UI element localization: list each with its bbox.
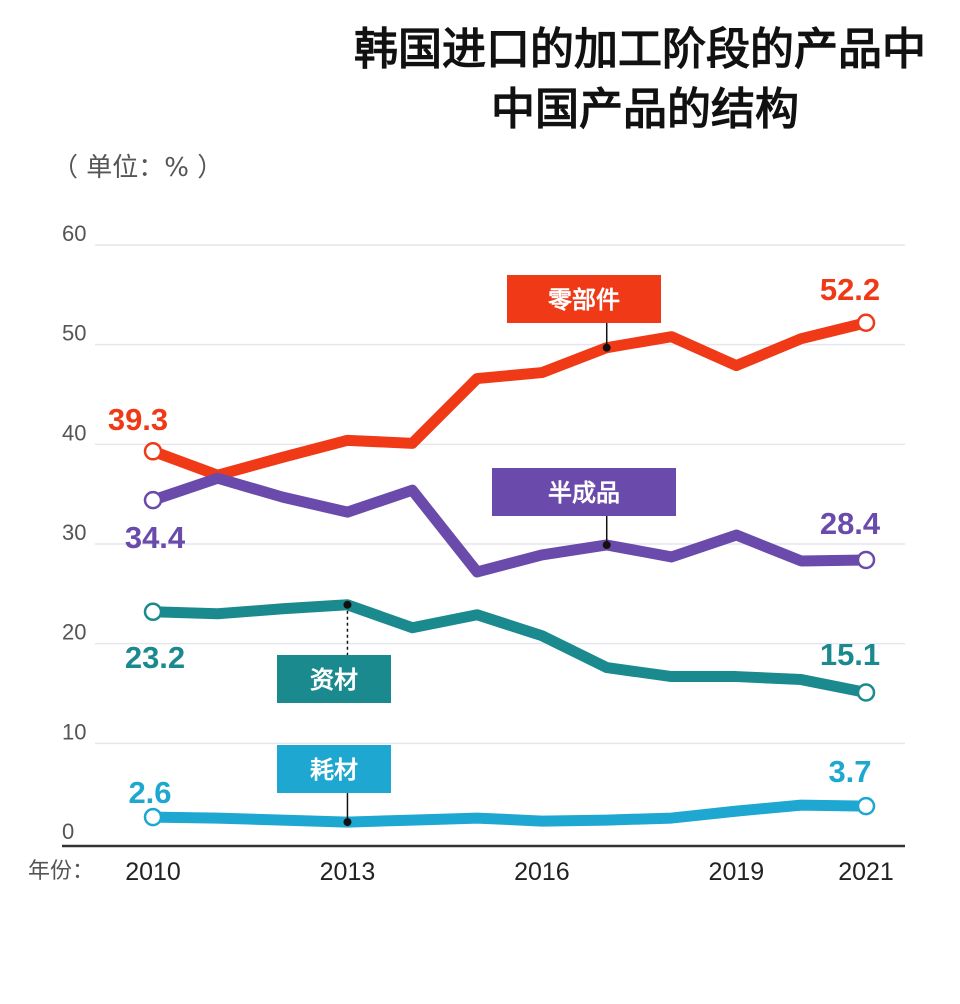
end-value-label: 52.2: [820, 272, 880, 307]
series-name-label: 零部件: [547, 286, 620, 314]
x-axis-label: 年份：: [28, 858, 94, 883]
x-tick-label: 2013: [320, 858, 376, 886]
y-tick-label: 50: [62, 321, 86, 346]
x-tick-label: 2016: [514, 858, 570, 886]
end-value-label: 28.4: [820, 506, 881, 541]
endpoint-marker: [143, 807, 163, 827]
anchor-dot: [343, 818, 352, 827]
start-value-label: 39.3: [108, 402, 168, 437]
y-tick-label: 20: [62, 620, 86, 645]
x-tick-label: 2021: [838, 858, 894, 886]
anchor-dot: [602, 343, 611, 352]
series-label-box: [277, 745, 391, 793]
chart-title-line-1: 韩国进口的加工阶段的产品中: [354, 24, 926, 75]
endpoint-marker: [856, 313, 876, 332]
y-tick-label: 60: [62, 221, 86, 246]
end-value-label: 15.1: [820, 637, 880, 672]
endpoint-marker: [856, 550, 876, 570]
endpoint-marker: [856, 796, 876, 816]
start-value-label: 23.2: [125, 640, 185, 675]
end-value-label: 3.7: [828, 754, 871, 789]
series-label-box: [492, 468, 676, 516]
series-label-box: [507, 275, 661, 323]
chart-title-line-2: 中国产品的结构: [491, 84, 799, 135]
series-name-label: 耗材: [310, 756, 358, 784]
series-line-4: [147, 799, 872, 828]
endpoint-marker: [143, 442, 163, 461]
series-label-box: [277, 655, 391, 703]
anchor-dot: [602, 540, 611, 549]
series-line-2: [147, 472, 872, 578]
y-tick-label: 10: [62, 719, 86, 744]
x-tick-label: 2010: [125, 858, 181, 886]
y-tick-label: 30: [62, 520, 86, 545]
series-name-label: 半成品: [548, 479, 620, 507]
x-tick-label: 2019: [709, 858, 765, 886]
start-value-label: 2.6: [128, 775, 171, 810]
series-name-label: 资材: [310, 666, 358, 694]
anchor-dot: [343, 600, 352, 609]
y-tick-label: 0: [62, 819, 74, 844]
start-value-label: 34.4: [125, 520, 186, 555]
endpoint-marker: [856, 683, 876, 702]
endpoint-marker: [143, 602, 163, 622]
unit-label: （ 单位：% ）: [52, 153, 223, 183]
endpoint-marker: [143, 490, 163, 510]
series-line-3: [147, 599, 872, 699]
y-tick-label: 40: [62, 420, 86, 445]
series-line-1: [147, 317, 872, 481]
